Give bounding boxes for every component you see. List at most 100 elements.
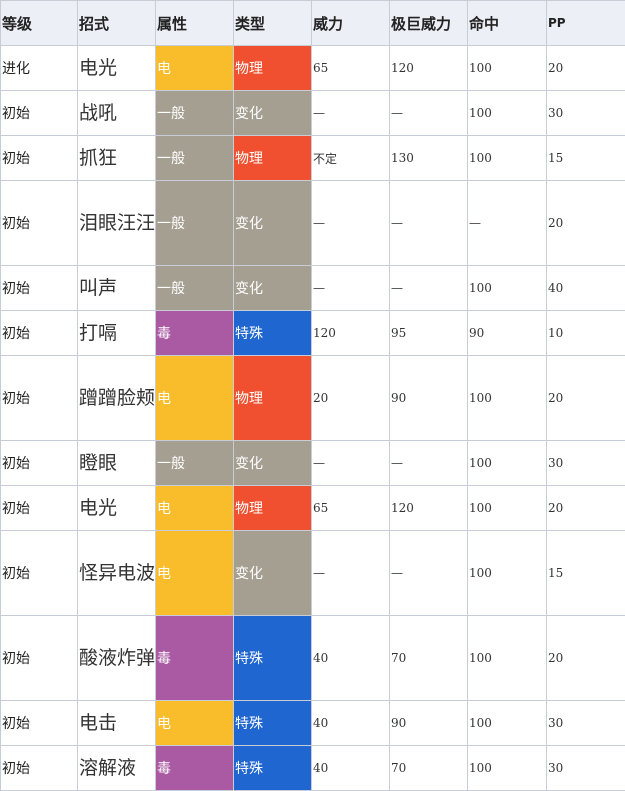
type-cell: 电: [155, 700, 234, 746]
header-accuracy: 命中: [467, 0, 547, 46]
power-cell: 不定: [311, 135, 390, 181]
category-cell: 变化: [233, 90, 312, 136]
category-cell: 物理: [233, 355, 312, 441]
max-power-cell: 120: [389, 45, 468, 91]
move-name-cell: 怪异电波: [77, 530, 156, 616]
table-row: 初始 怪异电波电变化 — —100 15: [0, 530, 625, 616]
pp-cell: 30: [546, 745, 625, 791]
move-name-cell: 抓狂: [77, 135, 156, 181]
max-power-cell: 120: [389, 485, 468, 531]
type-cell: 电: [155, 485, 234, 531]
move-table-body: 进化 电光电物理 65 120 100 20 初始 战吼 一般 变化 — —100 30 初始 抓狂 一般 物理…: [0, 45, 625, 791]
move-name-cell: 蹭蹭脸颊: [77, 355, 156, 441]
category-cell: 物理: [233, 485, 312, 531]
category-cell: 特殊: [233, 615, 312, 701]
power-cell: 20: [311, 355, 390, 441]
max-power-cell: 70: [389, 615, 468, 701]
move-name-cell: 打嗝: [77, 310, 156, 356]
pp-cell: 15: [546, 530, 625, 616]
accuracy-cell: 100: [467, 265, 547, 311]
level-cell: 初始: [0, 745, 78, 791]
accuracy-cell: 100: [467, 700, 547, 746]
table-row: 进化 电光电物理 65 120 100 20: [0, 45, 625, 91]
move-name-cell: 电光: [77, 485, 156, 531]
type-cell: 毒: [155, 310, 234, 356]
accuracy-cell: 100: [467, 135, 547, 181]
header-max-power: 极巨威力: [389, 0, 468, 46]
table-row: 初始 瞪眼 一般 变化 — —100 30: [0, 440, 625, 486]
category-cell: 物理: [233, 135, 312, 181]
max-power-cell: 90: [389, 355, 468, 441]
max-power-cell: —: [389, 530, 468, 616]
header-pp: PP: [546, 0, 625, 46]
accuracy-cell: 100: [467, 45, 547, 91]
max-power-cell: 70: [389, 745, 468, 791]
power-cell: —: [311, 530, 390, 616]
category-cell: 变化: [233, 265, 312, 311]
pp-cell: 30: [546, 440, 625, 486]
power-cell: —: [311, 265, 390, 311]
accuracy-cell: 90: [467, 310, 547, 356]
type-cell: 电: [155, 530, 234, 616]
type-cell: 一般: [155, 265, 234, 311]
table-row: 初始 战吼 一般 变化 — —100 30: [0, 90, 625, 136]
max-power-cell: 95: [389, 310, 468, 356]
pp-cell: 30: [546, 700, 625, 746]
table-row: 初始 泪眼汪汪 一般 变化 — — —20: [0, 180, 625, 266]
power-cell: 40: [311, 615, 390, 701]
accuracy-cell: 100: [467, 90, 547, 136]
header-power: 威力: [311, 0, 390, 46]
power-cell: 65: [311, 45, 390, 91]
max-power-cell: —: [389, 180, 468, 266]
type-cell: 毒: [155, 745, 234, 791]
power-cell: 40: [311, 745, 390, 791]
power-cell: 120: [311, 310, 390, 356]
accuracy-cell: —: [467, 180, 547, 266]
max-power-cell: 130: [389, 135, 468, 181]
category-cell: 特殊: [233, 700, 312, 746]
table-row: 初始 酸液炸弹毒特殊 40 70 100 20: [0, 615, 625, 701]
move-name-cell: 溶解液: [77, 745, 156, 791]
category-cell: 变化: [233, 530, 312, 616]
type-cell: 一般: [155, 90, 234, 136]
type-cell: 电: [155, 45, 234, 91]
header-level: 等级: [0, 0, 78, 46]
category-cell: 变化: [233, 180, 312, 266]
level-cell: 初始: [0, 440, 78, 486]
level-cell: 初始: [0, 90, 78, 136]
level-cell: 初始: [0, 700, 78, 746]
pp-cell: 20: [546, 180, 625, 266]
level-cell: 初始: [0, 180, 78, 266]
category-cell: 物理: [233, 45, 312, 91]
pp-cell: 20: [546, 615, 625, 701]
type-cell: 一般: [155, 440, 234, 486]
level-cell: 初始: [0, 135, 78, 181]
power-cell: 65: [311, 485, 390, 531]
accuracy-cell: 100: [467, 440, 547, 486]
type-cell: 电: [155, 355, 234, 441]
level-cell: 初始: [0, 615, 78, 701]
move-name-cell: 电击: [77, 700, 156, 746]
header-move: 招式: [77, 0, 156, 46]
type-cell: 一般: [155, 180, 234, 266]
category-cell: 特殊: [233, 745, 312, 791]
accuracy-cell: 100: [467, 615, 547, 701]
move-name-cell: 酸液炸弹: [77, 615, 156, 701]
table-row: 初始 电光电物理 65 120 100 20: [0, 485, 625, 531]
category-cell: 变化: [233, 440, 312, 486]
level-cell: 初始: [0, 485, 78, 531]
table-row: 初始 抓狂 一般 物理 不定 130 100 15: [0, 135, 625, 181]
table-row: 初始 电击电特殊 40 90 100 30: [0, 700, 625, 746]
table-row: 初始 打嗝毒特殊 120 95 90 10: [0, 310, 625, 356]
pp-cell: 20: [546, 45, 625, 91]
move-name-cell: 电光: [77, 45, 156, 91]
type-cell: 毒: [155, 615, 234, 701]
max-power-cell: —: [389, 440, 468, 486]
pp-cell: 20: [546, 485, 625, 531]
move-name-cell: 瞪眼: [77, 440, 156, 486]
power-cell: —: [311, 90, 390, 136]
accuracy-cell: 100: [467, 355, 547, 441]
level-cell: 初始: [0, 265, 78, 311]
pp-cell: 15: [546, 135, 625, 181]
accuracy-cell: 100: [467, 485, 547, 531]
